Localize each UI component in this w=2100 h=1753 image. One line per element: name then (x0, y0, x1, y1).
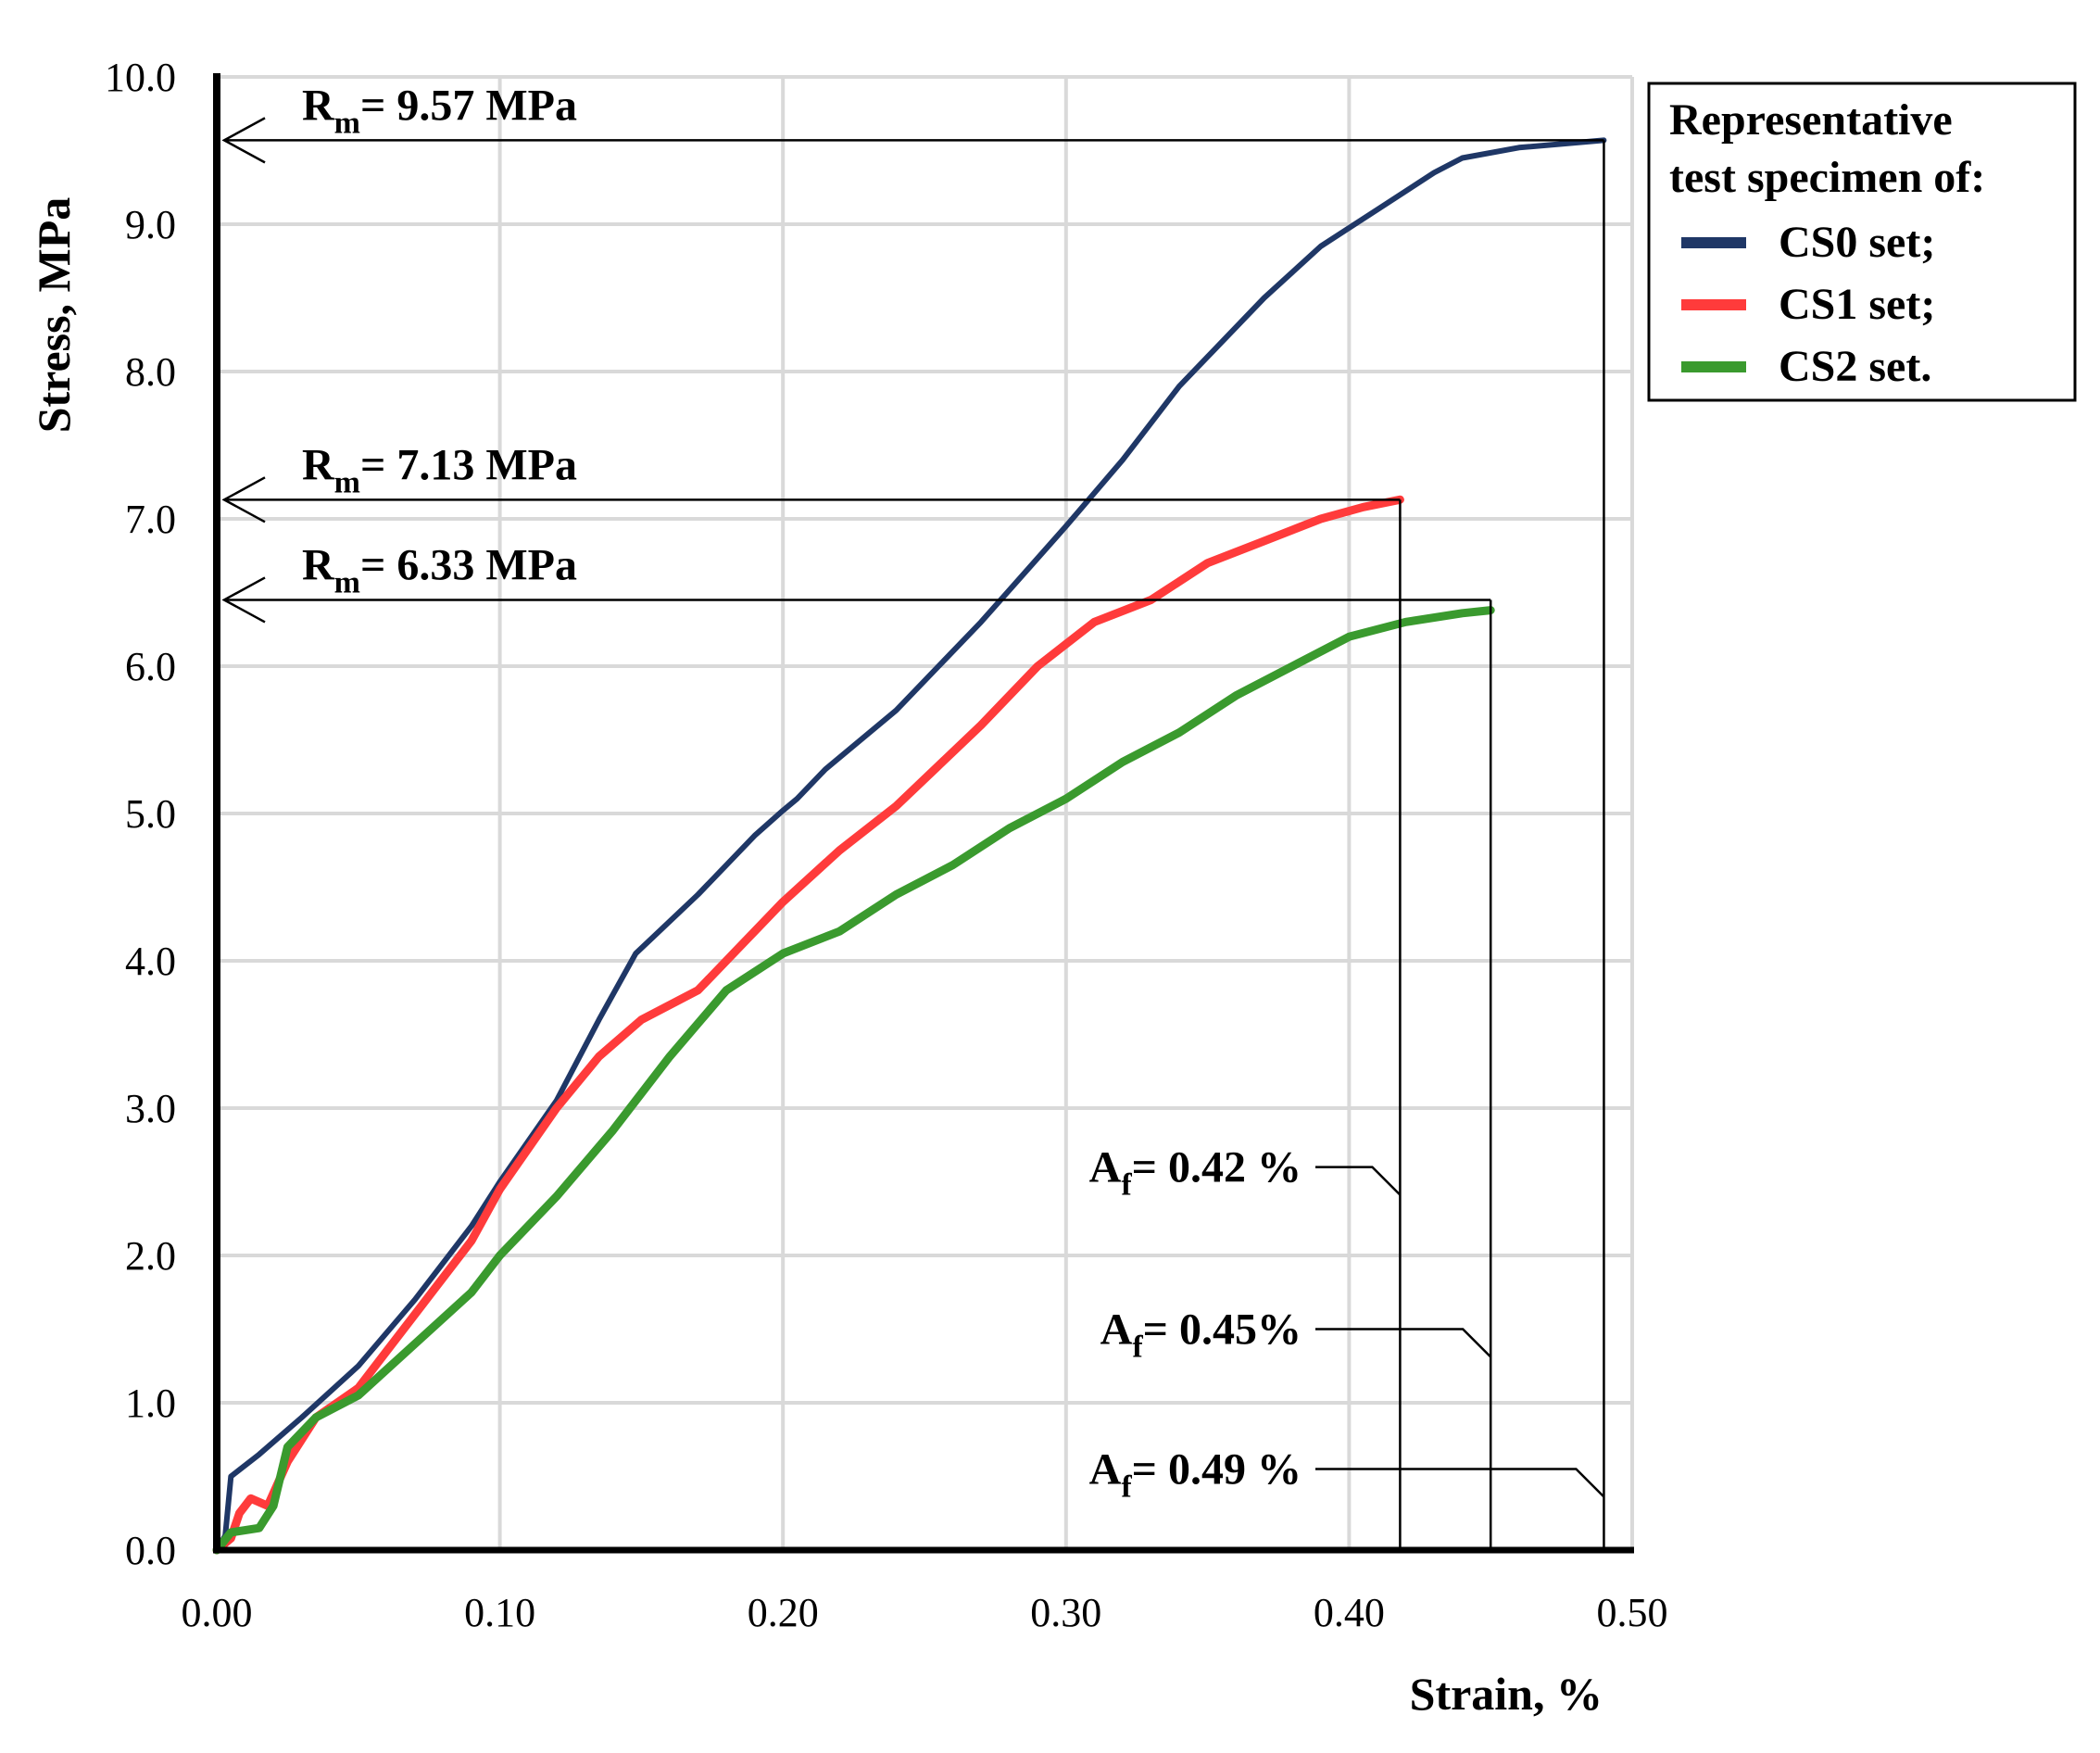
af-label: Af= 0.42 % (1089, 1143, 1301, 1203)
y-tick-label: 9.0 (125, 202, 176, 247)
af-leader-line (1315, 1328, 1492, 1358)
annotations: Rm= 9.57 MPa Rm= 7.13 MPa Rm= 6.33 MPa Af= … (221, 81, 1605, 1550)
x-tick-label: 0.00 (182, 1590, 253, 1635)
y-tick-label: 5.0 (125, 791, 176, 837)
rm-arrow-head (221, 476, 266, 523)
rm-arrow-head (221, 576, 266, 624)
af-label: Af= 0.45% (1100, 1305, 1301, 1365)
axes (213, 73, 1634, 1554)
x-tick-label: 0.40 (1314, 1590, 1385, 1635)
y-tick-label: 6.0 (125, 644, 176, 689)
y-tick-label: 0.0 (125, 1528, 176, 1573)
rm-label: Rm= 7.13 MPa (302, 440, 577, 499)
af-label: Af= 0.49 % (1089, 1445, 1301, 1505)
x-axis-title: Strain, % (1410, 1668, 1603, 1720)
legend-title-line1: Representative (1669, 95, 1953, 145)
rm-arrow-head (221, 117, 266, 164)
y-tick-label: 1.0 (125, 1381, 176, 1426)
grid-lines (217, 75, 1634, 1550)
x-tick-label: 0.50 (1597, 1590, 1668, 1635)
rm-label: Rm= 9.57 MPa (302, 81, 577, 140)
y-tick-label: 7.0 (125, 497, 176, 542)
y-tick-label: 2.0 (125, 1233, 176, 1279)
x-tick-label: 0.10 (464, 1590, 535, 1635)
af-leader-line (1315, 1166, 1402, 1196)
legend-item-label: CS1 set; (1779, 280, 1935, 329)
y-tick-label: 10.0 (105, 55, 176, 100)
legend-title-line2: test specimen of: (1669, 153, 1985, 202)
y-axis-title: Stress, MPa (28, 197, 80, 434)
legend: Representative test specimen of: CS0 set… (1647, 82, 2077, 402)
x-tick-label: 0.30 (1030, 1590, 1101, 1635)
series-lines (212, 137, 1607, 1555)
x-tick-label: 0.20 (748, 1590, 819, 1635)
series-line-cs2 (212, 606, 1495, 1555)
y-tick-label: 8.0 (125, 349, 176, 395)
y-tick-label: 3.0 (125, 1086, 176, 1131)
rm-label: Rm= 6.33 MPa (302, 540, 577, 599)
series-line-cs1 (212, 495, 1404, 1555)
series-line-cs0 (214, 137, 1607, 1553)
af-leader-line (1315, 1468, 1605, 1498)
legend-item-label: CS2 set. (1779, 342, 1931, 391)
tick-labels: 0.0 1.0 2.0 3.0 4.0 5.0 6.0 7.0 8.0 9.0 10.0 0.00 0.… (105, 55, 1668, 1635)
legend-item-label: CS0 set; (1779, 218, 1935, 267)
y-tick-label: 4.0 (125, 939, 176, 984)
